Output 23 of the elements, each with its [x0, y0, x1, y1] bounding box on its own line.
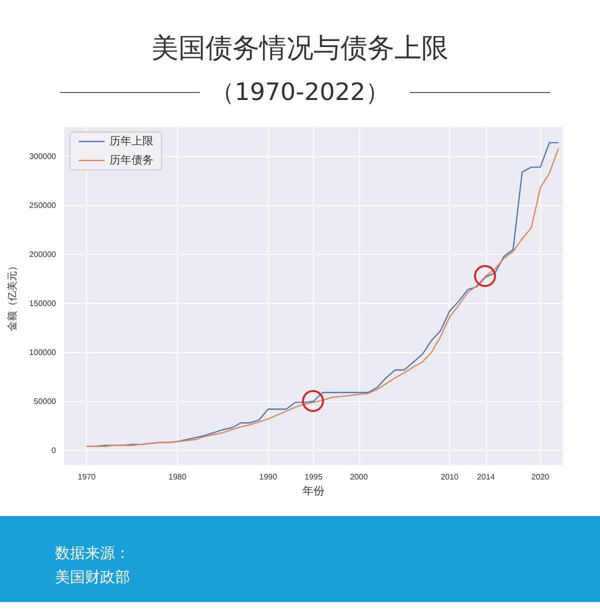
chart-title: 美国债务情况与债务上限	[150, 32, 450, 66]
x-tick-label: 2000	[350, 472, 368, 482]
y-tick-label: 250000	[29, 200, 57, 210]
y-tick-label: 100000	[29, 348, 57, 357]
y-tick-label: 300000	[29, 152, 57, 161]
x-tick-label: 1995	[304, 472, 323, 482]
x-tick-label: 2010	[440, 472, 460, 482]
y-tick-label: 200000	[29, 250, 57, 259]
x-tick-label: 2020	[531, 472, 550, 482]
y-axis-title: 金额（亿美元）	[6, 261, 18, 331]
x-axis-title: 年份	[302, 485, 324, 498]
text: 美国财政部	[55, 567, 130, 588]
legend-label: 历年债务	[110, 154, 154, 166]
chart-subtitle: （1970-2022）	[210, 77, 390, 108]
x-tick-label: 2014	[476, 472, 496, 482]
x-tick-label: 1980	[168, 472, 187, 482]
y-tick-label: 150000	[29, 298, 57, 308]
source-note: 数据来源：	[55, 543, 130, 564]
y-tick-label: 50000	[34, 396, 57, 406]
legend-label: 历年上限	[110, 134, 154, 148]
y-tick-label: 0	[52, 446, 57, 455]
x-tick-label: 1990	[259, 472, 278, 482]
x-tick-label: 1970	[78, 472, 96, 482]
